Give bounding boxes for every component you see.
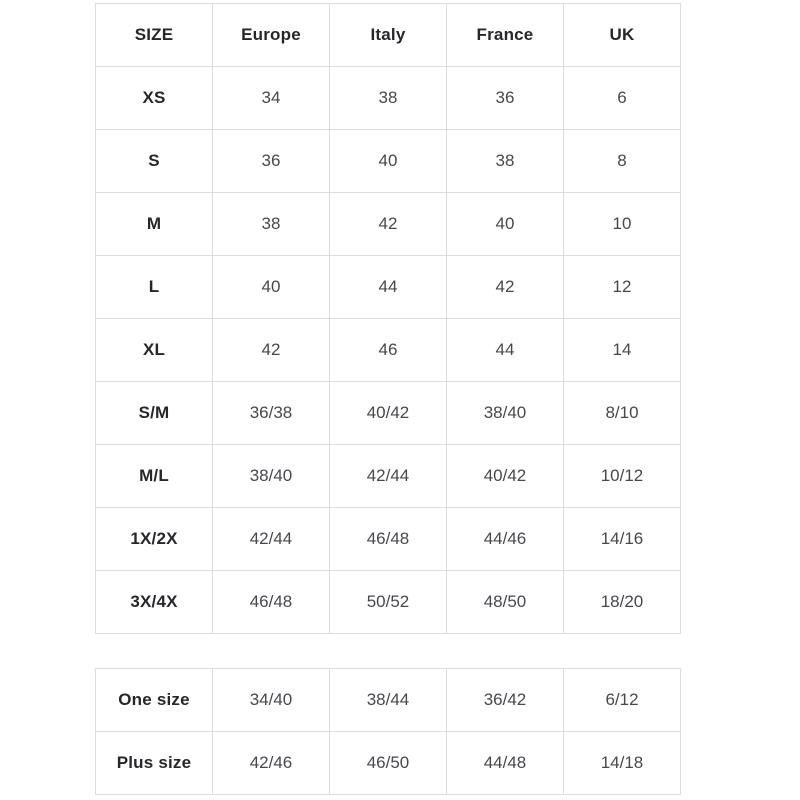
table-cell: 40/42 [446,444,564,508]
table-row-l: L 40 44 42 12 [95,255,681,319]
table-row-3x4x: 3X/4X 46/48 50/52 48/50 18/20 [95,570,681,634]
table-cell: 42 [329,192,447,256]
table-cell: 38/44 [329,668,447,732]
header-cell-italy: Italy [329,3,447,67]
header-cell-europe: Europe [212,3,330,67]
table-cell: 8 [563,129,681,193]
table-cell: 38 [212,192,330,256]
table-cell: 42/44 [329,444,447,508]
table-row-m: M 38 42 40 10 [95,192,681,256]
table-cell: 38/40 [446,381,564,445]
table-cell: 14 [563,318,681,382]
row-label: S [95,129,213,193]
table-cell: 12 [563,255,681,319]
table-cell: 42/44 [212,507,330,571]
table-cell: 38 [329,66,447,130]
row-label: One size [95,668,213,732]
table-cell: 44 [446,318,564,382]
table-cell: 10 [563,192,681,256]
table-cell: 46/48 [212,570,330,634]
table-cell: 36 [446,66,564,130]
table-cell: 44/48 [446,731,564,795]
size-conversion-table: SIZE Europe Italy France UK XS 34 38 36 … [95,3,681,634]
table-cell: 46 [329,318,447,382]
table-cell: 40 [329,129,447,193]
header-cell-uk: UK [563,3,681,67]
table-cell: 34 [212,66,330,130]
table-cell: 38 [446,129,564,193]
row-label: 3X/4X [95,570,213,634]
table-row-one-size: One size 34/40 38/44 36/42 6/12 [95,668,681,732]
special-sizes-table: One size 34/40 38/44 36/42 6/12 Plus siz… [95,668,681,795]
table-row-1x2x: 1X/2X 42/44 46/48 44/46 14/16 [95,507,681,571]
table-cell: 40 [212,255,330,319]
table-cell: 38/40 [212,444,330,508]
table-cell: 40/42 [329,381,447,445]
table-cell: 34/40 [212,668,330,732]
table-cell: 44 [329,255,447,319]
table-cell: 42/46 [212,731,330,795]
table-cell: 36/38 [212,381,330,445]
header-cell-france: France [446,3,564,67]
table-cell: 6 [563,66,681,130]
table-cell: 8/10 [563,381,681,445]
row-label: L [95,255,213,319]
table-cell: 36/42 [446,668,564,732]
row-label: S/M [95,381,213,445]
table-row-ml: M/L 38/40 42/44 40/42 10/12 [95,444,681,508]
table-cell: 36 [212,129,330,193]
table-row-plus-size: Plus size 42/46 46/50 44/48 14/18 [95,731,681,795]
table-row-s: S 36 40 38 8 [95,129,681,193]
header-cell-size: SIZE [95,3,213,67]
table-cell: 42 [446,255,564,319]
table-cell: 40 [446,192,564,256]
table-row-xs: XS 34 38 36 6 [95,66,681,130]
table-row-sm: S/M 36/38 40/42 38/40 8/10 [95,381,681,445]
table-cell: 6/12 [563,668,681,732]
table-header-row: SIZE Europe Italy France UK [95,3,681,67]
row-label: M [95,192,213,256]
table-cell: 14/18 [563,731,681,795]
row-label: XL [95,318,213,382]
row-label: XS [95,66,213,130]
table-cell: 44/46 [446,507,564,571]
table-cell: 14/16 [563,507,681,571]
row-label: 1X/2X [95,507,213,571]
table-cell: 46/50 [329,731,447,795]
table-cell: 18/20 [563,570,681,634]
table-row-xl: XL 42 46 44 14 [95,318,681,382]
table-cell: 42 [212,318,330,382]
table-cell: 48/50 [446,570,564,634]
table-cell: 50/52 [329,570,447,634]
row-label: Plus size [95,731,213,795]
row-label: M/L [95,444,213,508]
table-cell: 10/12 [563,444,681,508]
table-cell: 46/48 [329,507,447,571]
